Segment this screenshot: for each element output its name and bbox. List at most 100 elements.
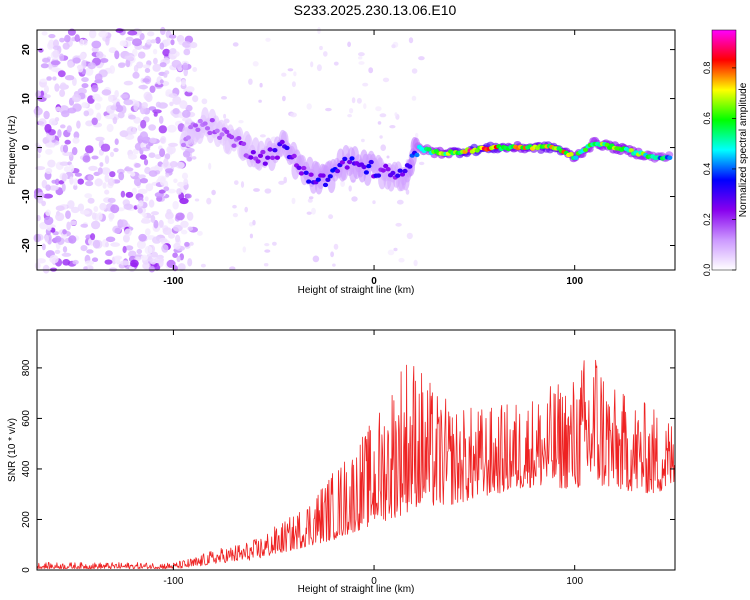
- spectrogram-noise-cell: [175, 212, 185, 221]
- spectrogram-noise-cell: [143, 159, 149, 166]
- spectrogram-noise-cell: [332, 263, 336, 267]
- spectrogram-noise-cell: [45, 209, 51, 217]
- spectrogram-ridge-cell: [202, 121, 208, 126]
- spectrogram-noise-cell: [181, 172, 189, 180]
- spectrogram-ridge-cell: [204, 126, 211, 131]
- snr-y-tick-label: 400: [21, 460, 32, 477]
- spectrogram-ridge-cell: [366, 163, 372, 169]
- spectrogram-noise-cell: [155, 101, 162, 108]
- spectrogram-noise-cell: [98, 30, 108, 38]
- spectrogram-noise-cell: [48, 39, 55, 49]
- spectrogram-noise-cell: [106, 123, 114, 133]
- spectrogram-noise-cell: [265, 37, 271, 42]
- spectrogram-noise-cell: [72, 259, 79, 265]
- spectrogram-x-tick-label: 100: [566, 276, 583, 287]
- spectrogram-ridge-cell: [325, 177, 331, 182]
- colorbar-frame: [711, 29, 737, 271]
- spectrogram-ridge-cell: [260, 149, 266, 155]
- spectrogram-noise-cell: [137, 188, 148, 194]
- spectrogram-noise-cell: [148, 106, 157, 111]
- spectrogram-noise-cell: [177, 263, 186, 272]
- spectrogram-noise-cell: [249, 233, 253, 239]
- spectrogram-noise-cell: [368, 67, 374, 74]
- spectrogram-noise-cell: [52, 45, 60, 51]
- spectrogram-noise-cell: [158, 189, 166, 194]
- spectrogram-noise-cell: [136, 61, 144, 69]
- spectrogram-noise-cell: [244, 206, 248, 213]
- spectrogram-noise-cell: [91, 257, 99, 263]
- spectrogram-noise-cell: [349, 108, 354, 114]
- spectrogram-noise-cell: [159, 42, 165, 50]
- spectrogram-noise-cell: [84, 193, 93, 199]
- spectrogram-noise-cell: [238, 120, 244, 124]
- colorbar-tick-label: 0.8: [702, 62, 712, 75]
- spectrogram-noise-cell: [185, 193, 192, 199]
- spectrogram-noise-cell: [99, 162, 104, 167]
- spectrogram-noise-cell: [54, 235, 62, 243]
- spectrogram-noise-cell: [272, 241, 277, 246]
- snr-y-tick-label: 200: [21, 511, 32, 528]
- spectrogram-noise-cell: [173, 242, 181, 250]
- spectrogram-noise-cell: [391, 44, 396, 49]
- spectrogram-noise-cell: [87, 197, 95, 204]
- spectrogram-noise-cell: [137, 208, 143, 214]
- spectrogram-noise-cell: [142, 78, 150, 83]
- spectrogram-noise-cell: [155, 36, 161, 44]
- spectrogram-noise-cell: [37, 145, 42, 154]
- spectrogram-noise-cell: [62, 246, 68, 253]
- spectrogram-noise-cell: [166, 208, 172, 215]
- snr-frame: [36, 329, 676, 571]
- spectrogram-noise-cell: [145, 144, 151, 149]
- spectrogram-noise-cell: [48, 34, 56, 39]
- spectrogram-noise-cell: [81, 77, 89, 83]
- spectrogram-noise-cell: [169, 161, 178, 168]
- spectrogram-noise-cell: [258, 99, 262, 103]
- spectrogram-noise-cell: [283, 176, 288, 184]
- spectrogram-noise-cell: [325, 107, 332, 112]
- spectrogram-ridge-cell: [402, 168, 408, 174]
- spectrogram-noise-cell: [114, 255, 123, 260]
- spectrogram-noise-cell: [323, 51, 328, 57]
- spectrogram-noise-cell: [159, 176, 166, 186]
- spectrogram-noise-cell: [104, 173, 110, 183]
- colorbar-tick-label: 0.2: [702, 213, 712, 226]
- spectrogram-noise-cell: [169, 48, 177, 55]
- spectrogram-ridge-cell: [573, 155, 579, 160]
- spectrogram-ridge-cell: [334, 168, 341, 174]
- spectrogram-noise-cell: [43, 193, 53, 199]
- spectrogram-ridge-cell: [407, 164, 413, 169]
- spectrogram-noise-cell: [351, 196, 358, 202]
- spectrogram-noise-cell: [395, 222, 402, 227]
- spectrogram-noise-cell: [170, 39, 175, 46]
- spectrogram-noise-cell: [140, 119, 147, 129]
- spectrogram-noise-cell: [67, 161, 72, 166]
- spectrogram-noise-cell: [60, 124, 66, 129]
- spectrogram-noise-cell: [54, 178, 60, 186]
- spectrogram-noise-cell: [72, 137, 80, 144]
- spectrogram-noise-cell: [159, 237, 168, 243]
- spectrogram-noise-cell: [110, 105, 117, 111]
- spectrogram-noise-cell: [95, 51, 104, 59]
- spectrogram-noise-cell: [223, 113, 227, 119]
- spectrogram-noise-cell: [148, 199, 155, 208]
- spectrogram-ridge-cell: [250, 150, 256, 155]
- spectrogram-noise-cell: [64, 139, 71, 145]
- spectrogram-noise-cell: [35, 166, 46, 171]
- spectrogram-noise-cell: [52, 76, 57, 81]
- spectrogram-noise-cell: [41, 200, 46, 207]
- spectrogram-noise-cell: [94, 102, 102, 110]
- spectrogram-noise-cell: [406, 232, 413, 240]
- spectrogram-noise-cell: [229, 266, 236, 271]
- spectrogram-noise-cell: [118, 62, 126, 68]
- spectrogram-noise-cell: [348, 185, 352, 192]
- spectrogram-noise-cell: [45, 142, 55, 148]
- spectrogram-noise-cell: [124, 55, 134, 60]
- spectrogram-ridge-cell: [265, 155, 271, 160]
- spectrogram-noise-cell: [159, 148, 166, 158]
- spectrogram-noise-cell: [133, 103, 139, 112]
- spectrogram-noise-cell: [136, 240, 146, 250]
- spectrogram-noise-cell: [307, 198, 313, 203]
- spectrogram-noise-cell: [109, 171, 116, 178]
- spectrogram-noise-cell: [166, 37, 171, 46]
